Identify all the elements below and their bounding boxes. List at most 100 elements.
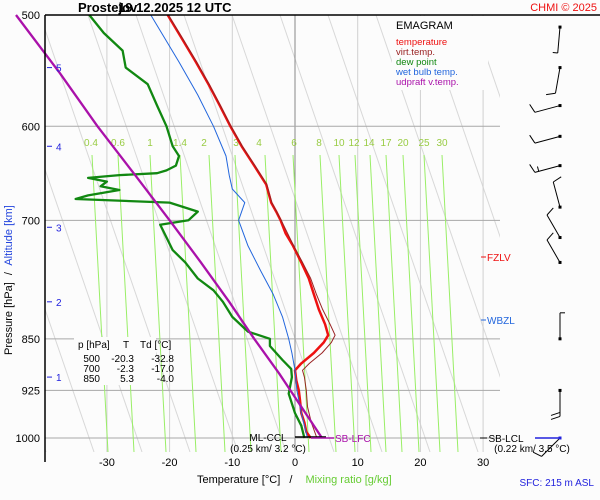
wind-barb: [529, 104, 562, 113]
mixing-ratio-line: [208, 154, 226, 452]
altitude-tick-label: 5: [56, 64, 62, 75]
temperature-tick-label: -30: [99, 457, 115, 469]
legend: EMAGRAM temperature virt.temp. dew point…: [392, 16, 488, 90]
mixing-ratio-line: [234, 154, 252, 452]
wind-barb-staff: [557, 27, 561, 54]
mixing-ratio-label: 1: [147, 138, 153, 149]
wind-barb-feather: [529, 104, 536, 113]
wind-barb-station-dot: [558, 236, 562, 240]
annotations: FZLV WBZL ML-CCL (0.25 km/ 3.2 °C) SB-LF…: [230, 251, 570, 455]
wind-barb-station-dot: [558, 66, 562, 70]
series-udpraft-v-temp-line: [15, 14, 323, 439]
mixing-ratio-line: [264, 154, 282, 452]
wind-barb-station-dot: [558, 205, 562, 209]
mixing-ratio-label: 3: [233, 138, 239, 149]
wind-barb-feather: [529, 164, 536, 173]
temperature-tick-label: 20: [414, 457, 426, 469]
mixing-ratio-label: 12: [348, 138, 360, 149]
mixing-ratio-line: [385, 154, 403, 452]
wind-barb-feather: [532, 451, 542, 457]
pressure-tick-label: 850: [22, 334, 40, 346]
pressure-tick-label: 600: [22, 121, 40, 133]
wind-barb-staff: [546, 214, 561, 238]
legend-title: EMAGRAM: [396, 20, 453, 32]
mixing-ratio-label: 20: [397, 138, 409, 149]
series-wet-bulb-temp-line: [150, 14, 308, 439]
mixing-ratio-line: [338, 154, 356, 452]
pressure-tick-label: 925: [22, 385, 40, 397]
wind-barb: [552, 176, 562, 209]
wbzl-bg: [486, 314, 514, 326]
levels-table-cell-t: -2.3: [117, 364, 135, 375]
chart-datetime: 19.12.2025 12 UTC: [118, 0, 232, 15]
levels-table-cell-td: -4.0: [157, 374, 175, 385]
y-axis-label-altitude: Altitude [km]: [3, 205, 15, 266]
dry-adiabat-line: [520, 15, 600, 452]
wbzl-label: WBZL: [487, 316, 515, 327]
y-axis-label-pressure: Pressure [hPa]: [3, 282, 15, 355]
wind-barb: [529, 134, 562, 144]
wind-barb: [552, 25, 562, 54]
sb-lcl-detail: (0.22 km/ 3.5 °C): [494, 444, 570, 455]
wind-barb: [550, 388, 562, 420]
x-axis-sep: /: [289, 474, 293, 486]
wind-barb-feather: [550, 411, 561, 416]
dry-adiabat-line: [279, 15, 431, 452]
wind-barb-feather: [552, 176, 562, 183]
altitude-tick-label: 4: [56, 142, 62, 153]
legend-dew-point: dew point: [396, 57, 437, 68]
wind-barb-station-dot: [558, 104, 562, 108]
sfc-altitude: SFC: 215 m ASL: [520, 478, 595, 489]
wind-barb-staff: [552, 181, 561, 208]
mixing-ratio-line: [179, 154, 197, 452]
altitude-tick-label: 2: [56, 298, 62, 309]
dry-adiabat-line: [471, 15, 500, 99]
mixing-ratio-label: 0.4: [84, 138, 98, 149]
mixing-ratio-label: 4: [256, 138, 262, 149]
mixing-ratio-line: [292, 154, 310, 452]
levels-table-header-t: T: [123, 340, 129, 351]
mixing-ratio-label: 10: [333, 138, 345, 149]
levels-table-cell-p: 700: [83, 364, 100, 375]
series-virt-temp-line: [167, 14, 336, 439]
copyright: CHMI © 2025: [530, 2, 597, 14]
wind-barb-staff: [554, 67, 561, 94]
wind-barb-feather: [529, 134, 536, 144]
mixing-ratio-line: [354, 154, 372, 452]
wind-barb: [558, 312, 565, 341]
ml-ccl-label: ML-CCL: [249, 433, 287, 444]
altitude-tick-label: 3: [56, 223, 62, 234]
wind-barb: [529, 164, 562, 173]
mixing-ratio-label: 8: [316, 138, 322, 149]
mixing-ratio-line: [117, 154, 135, 452]
x-axis-title: Temperature [°C] / Mixing ratio [g/kg]: [197, 474, 392, 486]
mixing-ratio-line: [91, 154, 109, 452]
series-dew-point-line: [74, 14, 306, 439]
dry-adiabat-line: [135, 15, 287, 452]
mixing-ratio-label: 0.6: [111, 138, 125, 149]
sb-lfc-label: SB-LFC: [335, 434, 371, 445]
dry-adiabat-line: [45, 307, 95, 452]
dry-adiabat-line: [87, 15, 239, 452]
levels-table-cell-t: 5.3: [120, 374, 134, 385]
wind-barb-station-dot: [558, 260, 562, 264]
mixing-ratio-lines: 0.4 0.6 1 1.4 2 3 4 6 8 10 12 14 17 20 25 30: [84, 138, 459, 452]
fzlv-bg: [486, 251, 510, 263]
mixing-ratio-label: 1.4: [173, 138, 187, 149]
grid: [45, 15, 600, 452]
levels-table-bg: [74, 337, 156, 385]
levels-table-cell-td: -17.0: [151, 364, 174, 375]
wind-barb: [532, 436, 562, 457]
series-layer: [15, 14, 336, 439]
wind-barb-station-dot: [558, 134, 562, 138]
levels-table-header-p: p [hPa]: [78, 340, 110, 351]
levels-table-header-td: Td [°C]: [140, 340, 171, 351]
wind-barb-staff: [534, 135, 561, 144]
dry-adiabat-line: [45, 28, 191, 452]
wind-barb-feather: [546, 207, 554, 216]
wind-barb: [546, 66, 562, 96]
x-axis-label-temperature: Temperature [°C]: [197, 474, 280, 486]
series-temperature-line: [166, 14, 330, 439]
wind-barb-station-dot: [558, 388, 562, 392]
